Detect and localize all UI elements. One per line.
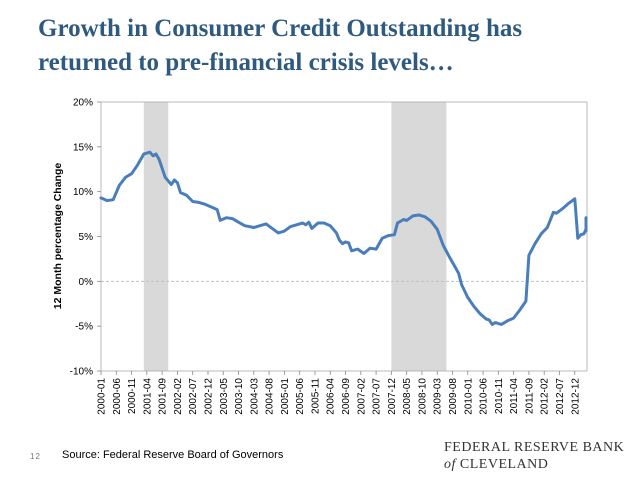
x-tick-label: 2000-06 bbox=[112, 378, 123, 415]
x-tick-label: 2009-08 bbox=[448, 378, 459, 415]
y-tick-label: 5% bbox=[79, 232, 94, 243]
x-tick-labels: 2000-01 2000-06 2000-11 2001-04 2001-09 2002-… bbox=[97, 378, 582, 415]
x-tick-label: 2005-06 bbox=[295, 378, 306, 415]
x-tick-label: 2012-12 bbox=[570, 378, 581, 415]
y-tick-labels: -10% -5% 0% 5% 10% 15% 20% bbox=[70, 98, 93, 378]
x-tick-label: 2007-12 bbox=[387, 378, 398, 415]
y-tick-label: -5% bbox=[75, 322, 93, 333]
x-tick-label: 2008-05 bbox=[402, 378, 413, 415]
x-tick-label: 2011-04 bbox=[509, 378, 520, 414]
y-tick-label: 0% bbox=[79, 277, 94, 288]
slide-title-line-1: Growth in Consumer Credit Outstanding ha… bbox=[38, 15, 523, 42]
x-tick-label: 2011-09 bbox=[524, 378, 535, 414]
x-tick-label: 2012-07 bbox=[555, 378, 566, 415]
x-tick-label: 2007-02 bbox=[356, 378, 367, 415]
x-tick-label: 2003-05 bbox=[219, 378, 230, 415]
x-tick-label: 2000-11 bbox=[127, 378, 138, 414]
page-number: 12 bbox=[30, 452, 41, 461]
x-tick-label: 2000-01 bbox=[97, 378, 108, 415]
y-tick-label: -10% bbox=[70, 367, 93, 378]
x-tick-label: 2012-02 bbox=[540, 378, 551, 415]
recession-bands bbox=[143, 102, 447, 371]
x-tick-label: 2004-03 bbox=[249, 378, 260, 415]
logo-city: CLEVELAND bbox=[459, 457, 549, 472]
logo-line-1: FEDERAL RESERVE BANK bbox=[444, 440, 625, 455]
x-tick-label: 2005-01 bbox=[280, 378, 291, 415]
slide-title: Growth in Consumer Credit Outstanding ha… bbox=[38, 12, 628, 80]
recession-band-1 bbox=[143, 102, 169, 371]
x-tick-label: 2001-09 bbox=[158, 378, 169, 415]
x-tick-label: 2006-04 bbox=[326, 378, 337, 415]
x-tick-label: 2003-10 bbox=[234, 378, 245, 415]
y-tick-label: 20% bbox=[73, 98, 93, 109]
y-tick-label: 10% bbox=[73, 187, 93, 198]
series-line-1 bbox=[99, 150, 588, 326]
x-tick-label: 2008-10 bbox=[417, 378, 428, 415]
logo-of: of bbox=[444, 457, 456, 472]
x-tick-label: 2002-12 bbox=[204, 378, 215, 415]
plot-frame bbox=[97, 101, 588, 375]
series-line-group bbox=[99, 150, 588, 326]
federal-reserve-logo: FEDERAL RESERVE BANK of CLEVELAND bbox=[444, 439, 634, 473]
logo-line-2: of CLEVELAND bbox=[444, 456, 634, 473]
source-note: Source: Federal Reserve Board of Governo… bbox=[62, 449, 284, 461]
x-tick-label: 2010-01 bbox=[463, 378, 474, 415]
plot-border bbox=[100, 101, 588, 372]
x-tick-label: 2001-04 bbox=[142, 378, 153, 415]
x-tick-label: 2010-11 bbox=[494, 378, 505, 414]
y-tick-label: 15% bbox=[73, 142, 93, 153]
x-tick-label: 2007-07 bbox=[372, 378, 383, 415]
x-tick-label: 2009-03 bbox=[433, 378, 444, 415]
x-tick-label: 2006-09 bbox=[341, 378, 352, 415]
x-tick-label: 2002-07 bbox=[188, 378, 199, 415]
recession-band-2 bbox=[391, 102, 447, 371]
x-tick-label: 2010-06 bbox=[479, 378, 490, 415]
x-tick-label: 2002-02 bbox=[173, 378, 184, 415]
x-tick-label: 2004-08 bbox=[265, 378, 276, 415]
slide-title-line-2: returned to pre-financial crisis levels… bbox=[38, 49, 454, 76]
x-tick-label: 2005-11 bbox=[311, 378, 322, 414]
y-axis-label: 12 Month percentage Change bbox=[52, 163, 64, 310]
